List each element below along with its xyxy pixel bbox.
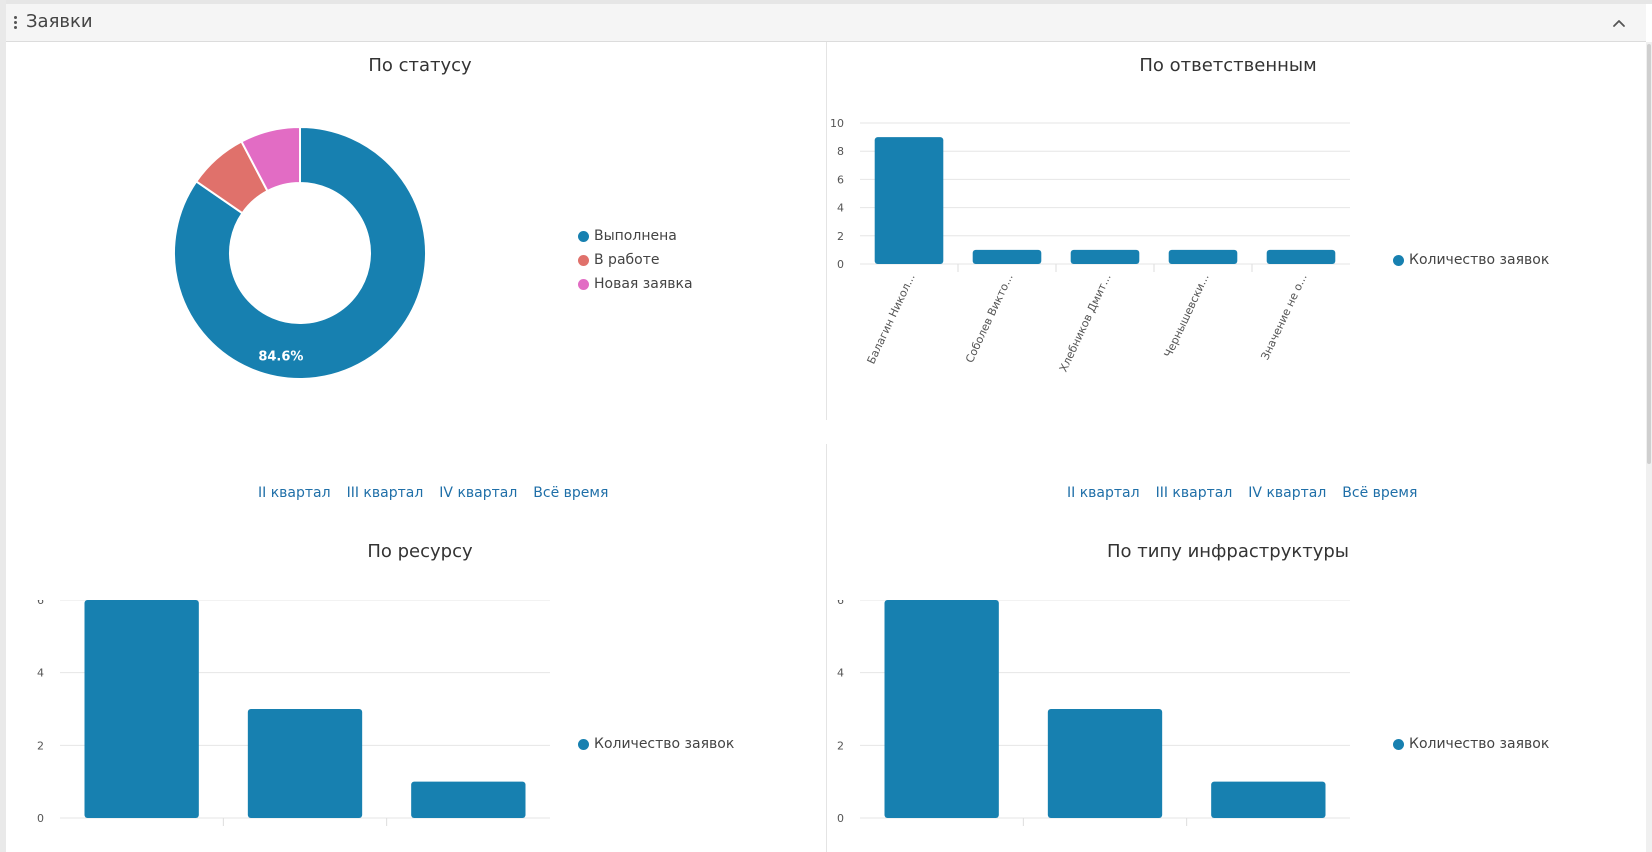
y-tick-label: 6 [837,600,844,607]
y-tick-label: 4 [837,667,844,680]
infrastructure-legend[interactable]: Количество заявок [1393,736,1549,752]
infrastructure-bar-chart: 0 2 4 6 [837,600,1350,826]
bar[interactable] [84,600,199,818]
collapse-button[interactable] [1608,12,1630,34]
legend-dot-icon [1393,738,1404,750]
status-chart-title: По статусу [368,55,472,76]
period-link-q2[interactable]: II квартал [258,485,331,501]
period-link-all-time[interactable]: Всё время [533,485,609,501]
period-link-q3[interactable]: III квартал [346,485,424,501]
resource-legend[interactable]: Количество заявок [578,736,734,752]
period-link-q4[interactable]: IV квартал [1248,485,1327,501]
responsible-bar-chart: 0 2 4 6 8 10 Балагин Никол... Соболев Викто... Х… [830,117,1350,374]
y-tick-label: 4 [837,202,844,215]
scrollbar-thumb[interactable] [1647,44,1651,464]
y-tick-label: 0 [37,812,44,825]
y-tick-label: 2 [837,739,844,752]
legend-dot-icon [578,278,589,290]
bar[interactable] [1266,249,1336,264]
period-link-q2[interactable]: II квартал [1067,485,1140,501]
legend-dot-icon [578,254,589,266]
bar[interactable] [874,137,944,264]
responsible-chart-title: По ответственным [1139,55,1317,76]
infrastructure-chart-title: По типу инфраструктуры [1106,541,1349,562]
legend-dot-icon [1393,254,1404,266]
period-links-right: II квартал III квартал IV квартал Всё вр… [1067,485,1417,501]
drag-handle-icon[interactable] [14,16,18,30]
resource-legend-label: Количество заявок [594,736,735,752]
status-legend-new-label: Новая заявка [594,276,693,292]
bar[interactable] [1070,249,1140,264]
status-legend-done[interactable]: Выполнена [578,228,677,244]
period-links-left: II квартал III квартал IV квартал Всё вр… [258,485,608,501]
x-tick-label: Соболев Викто... [963,272,1016,365]
period-link-q3[interactable]: III квартал [1155,485,1233,501]
x-tick-label: Хлебников Дмит... [1057,272,1114,374]
page-left-edge [0,0,6,852]
chevron-up-icon [1613,20,1625,27]
page-top-edge [0,0,1652,4]
y-tick-label: 8 [837,145,844,158]
bar[interactable] [1168,249,1238,264]
y-tick-label: 0 [837,812,844,825]
bar[interactable] [247,709,363,818]
bar[interactable] [884,600,999,818]
bar[interactable] [1211,781,1326,818]
infrastructure-legend-label: Количество заявок [1409,736,1550,752]
period-link-all-time[interactable]: Всё время [1342,485,1418,501]
resource-bar-chart: 0 2 4 6 [37,600,550,826]
status-legend-work[interactable]: В работе [578,252,660,268]
panel-title: Заявки [26,11,93,32]
y-tick-label: 0 [837,258,844,271]
status-slice-label-0: 84.6% [258,350,303,365]
top-divider [826,42,827,420]
status-donut-chart: 84.6% [173,125,427,380]
period-link-q4[interactable]: IV квартал [439,485,518,501]
resource-chart-title: По ресурсу [367,541,473,562]
status-legend-done-label: Выполнена [594,228,677,244]
responsible-legend-label: Количество заявок [1409,252,1550,268]
panel-header: Заявки [6,4,1646,42]
x-tick-label: Значение не о... [1258,272,1309,362]
bar[interactable] [1047,709,1163,818]
status-legend-work-label: В работе [594,252,660,268]
y-tick-label: 4 [37,667,44,680]
status-legend-new[interactable]: Новая заявка [578,276,693,292]
y-tick-label: 6 [37,600,44,607]
responsible-legend[interactable]: Количество заявок [1393,252,1549,268]
legend-dot-icon [578,230,589,242]
y-tick-label: 6 [837,173,844,186]
bottom-divider [826,444,827,852]
x-tick-label: Чернышевски... [1162,272,1212,360]
y-tick-label: 2 [37,739,44,752]
status-slice-2[interactable] [240,125,301,193]
bar[interactable] [411,781,526,818]
y-tick-label: 10 [830,117,844,130]
x-tick-label: Балагин Никол... [865,272,918,366]
y-tick-label: 2 [837,230,844,243]
legend-dot-icon [578,738,589,750]
status-slice-0[interactable] [173,125,427,380]
bar[interactable] [972,249,1042,264]
